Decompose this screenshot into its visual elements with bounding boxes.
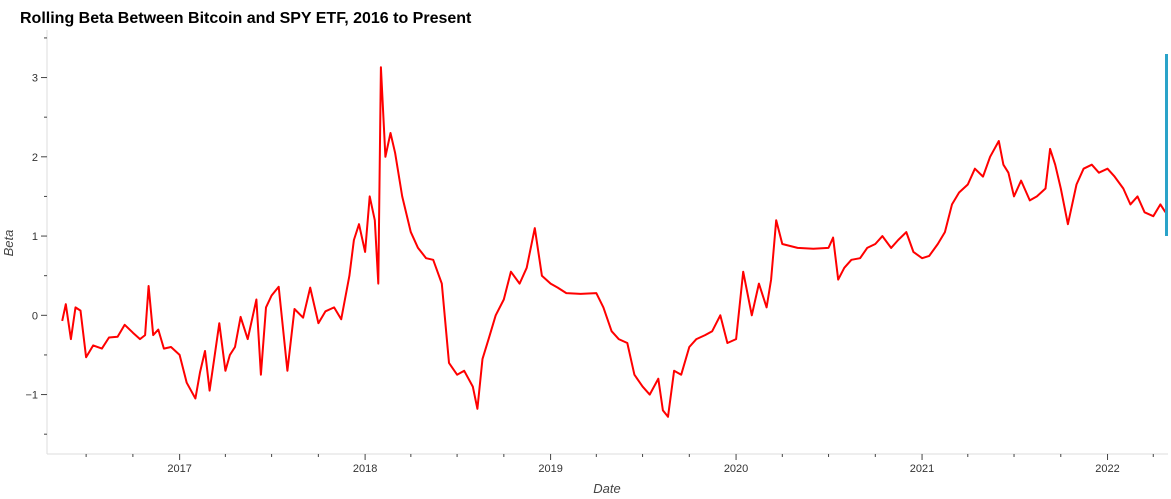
- y-tick-label: 2: [32, 152, 38, 164]
- y-axis-ticks: −1 0 1 2 3: [25, 37, 47, 435]
- series-layer: [61, 66, 1167, 418]
- x-tick-label: 2020: [724, 463, 748, 475]
- toolbar-handle[interactable]: [1165, 54, 1168, 236]
- x-tick-label: 2017: [167, 463, 191, 475]
- x-tick-label: 2018: [353, 463, 377, 475]
- y-tick-label: 3: [32, 73, 38, 85]
- x-axis-label: Date: [593, 481, 620, 496]
- chart-title: Rolling Beta Between Bitcoin and SPY ETF…: [20, 10, 472, 27]
- y-axis-label: Beta: [1, 230, 16, 257]
- y-tick-label: 0: [32, 310, 38, 322]
- x-tick-label: 2022: [1095, 463, 1119, 475]
- x-tick-label: 2021: [910, 463, 934, 475]
- x-axis-ticks: 2017 2018 2019 2020 2021 2022: [85, 454, 1154, 475]
- beta-series-line: [61, 66, 1167, 418]
- y-tick-label: 1: [32, 231, 38, 243]
- y-tick-label: −1: [25, 390, 38, 402]
- x-tick-label: 2019: [538, 463, 562, 475]
